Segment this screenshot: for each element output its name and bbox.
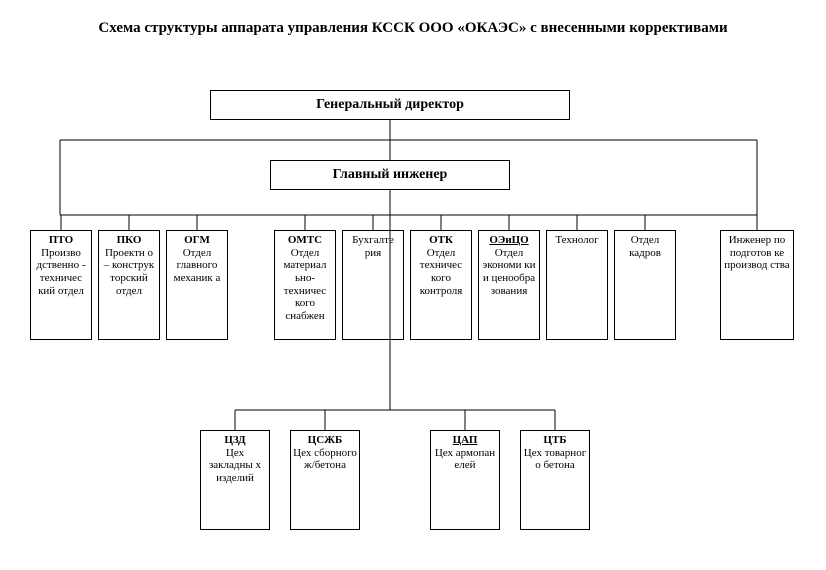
node-desc: Отдел техничес кого контроля [420, 247, 463, 297]
node-desc: Проектн о – конструк торский отдел [104, 247, 154, 297]
node-abbr: ОГМ [184, 234, 210, 246]
node-dept-otk: ОТКОтдел техничес кого контроля [410, 230, 472, 340]
node-chief-engineer: Главный инженер [270, 160, 510, 190]
node-desc: Инженер по подготов ке производ ства [724, 234, 789, 271]
node-label: Главный инженер [333, 167, 448, 182]
node-desc: Цех товарног о бетона [524, 447, 586, 472]
node-dept-pto: ПТОПроизво дственно - техничес кий отдел [30, 230, 92, 340]
node-abbr: ОЭиЦО [489, 234, 528, 246]
node-desc: Цех сборного ж/бетона [293, 447, 357, 472]
node-dept-pko: ПКОПроектн о – конструк торский отдел [98, 230, 160, 340]
node-desc: Цех армопан елей [435, 447, 495, 472]
node-abbr: ЦЗД [224, 434, 245, 446]
node-desc: Технолог [555, 234, 598, 246]
node-abbr: ПТО [49, 234, 73, 246]
node-abbr: ОМТС [288, 234, 322, 246]
node-desc: Отдел кадров [629, 234, 661, 259]
node-desc: Отдел материал ьно- техничес кого снабже… [283, 247, 326, 322]
node-shop-cszb: ЦСЖБЦех сборного ж/бетона [290, 430, 360, 530]
node-abbr: ЦСЖБ [308, 434, 343, 446]
node-desc: Отдел экономи ки и ценообра зования [482, 247, 535, 297]
page-title: Схема структуры аппарата управления КССК… [0, 20, 826, 37]
node-dept-buh: Бухгалте рия [342, 230, 404, 340]
node-dept-ing: Инженер по подготов ке производ ства [720, 230, 794, 340]
node-abbr: ЦТБ [543, 434, 566, 446]
node-desc: Произво дственно - техничес кий отдел [37, 247, 86, 297]
node-dept-oeico: ОЭиЦООтдел экономи ки и ценообра зования [478, 230, 540, 340]
node-dept-ogm: ОГМОтдел главного механик а [166, 230, 228, 340]
node-desc: Цех закладны х изделий [209, 447, 261, 484]
node-dept-tech: Технолог [546, 230, 608, 340]
node-shop-cap: ЦАПЦех армопан елей [430, 430, 500, 530]
node-shop-czd: ЦЗДЦех закладны х изделий [200, 430, 270, 530]
org-chart-page: Схема структуры аппарата управления КССК… [0, 0, 826, 570]
node-abbr: ЦАП [453, 434, 478, 446]
node-shop-ctb: ЦТБЦех товарног о бетона [520, 430, 590, 530]
node-abbr: ПКО [117, 234, 142, 246]
node-desc: Бухгалте рия [352, 234, 394, 259]
node-label: Генеральный директор [316, 97, 464, 112]
node-general-director: Генеральный директор [210, 90, 570, 120]
node-desc: Отдел главного механик а [174, 247, 221, 284]
node-abbr: ОТК [429, 234, 453, 246]
node-dept-omts: ОМТСОтдел материал ьно- техничес кого сн… [274, 230, 336, 340]
node-dept-kadr: Отдел кадров [614, 230, 676, 340]
